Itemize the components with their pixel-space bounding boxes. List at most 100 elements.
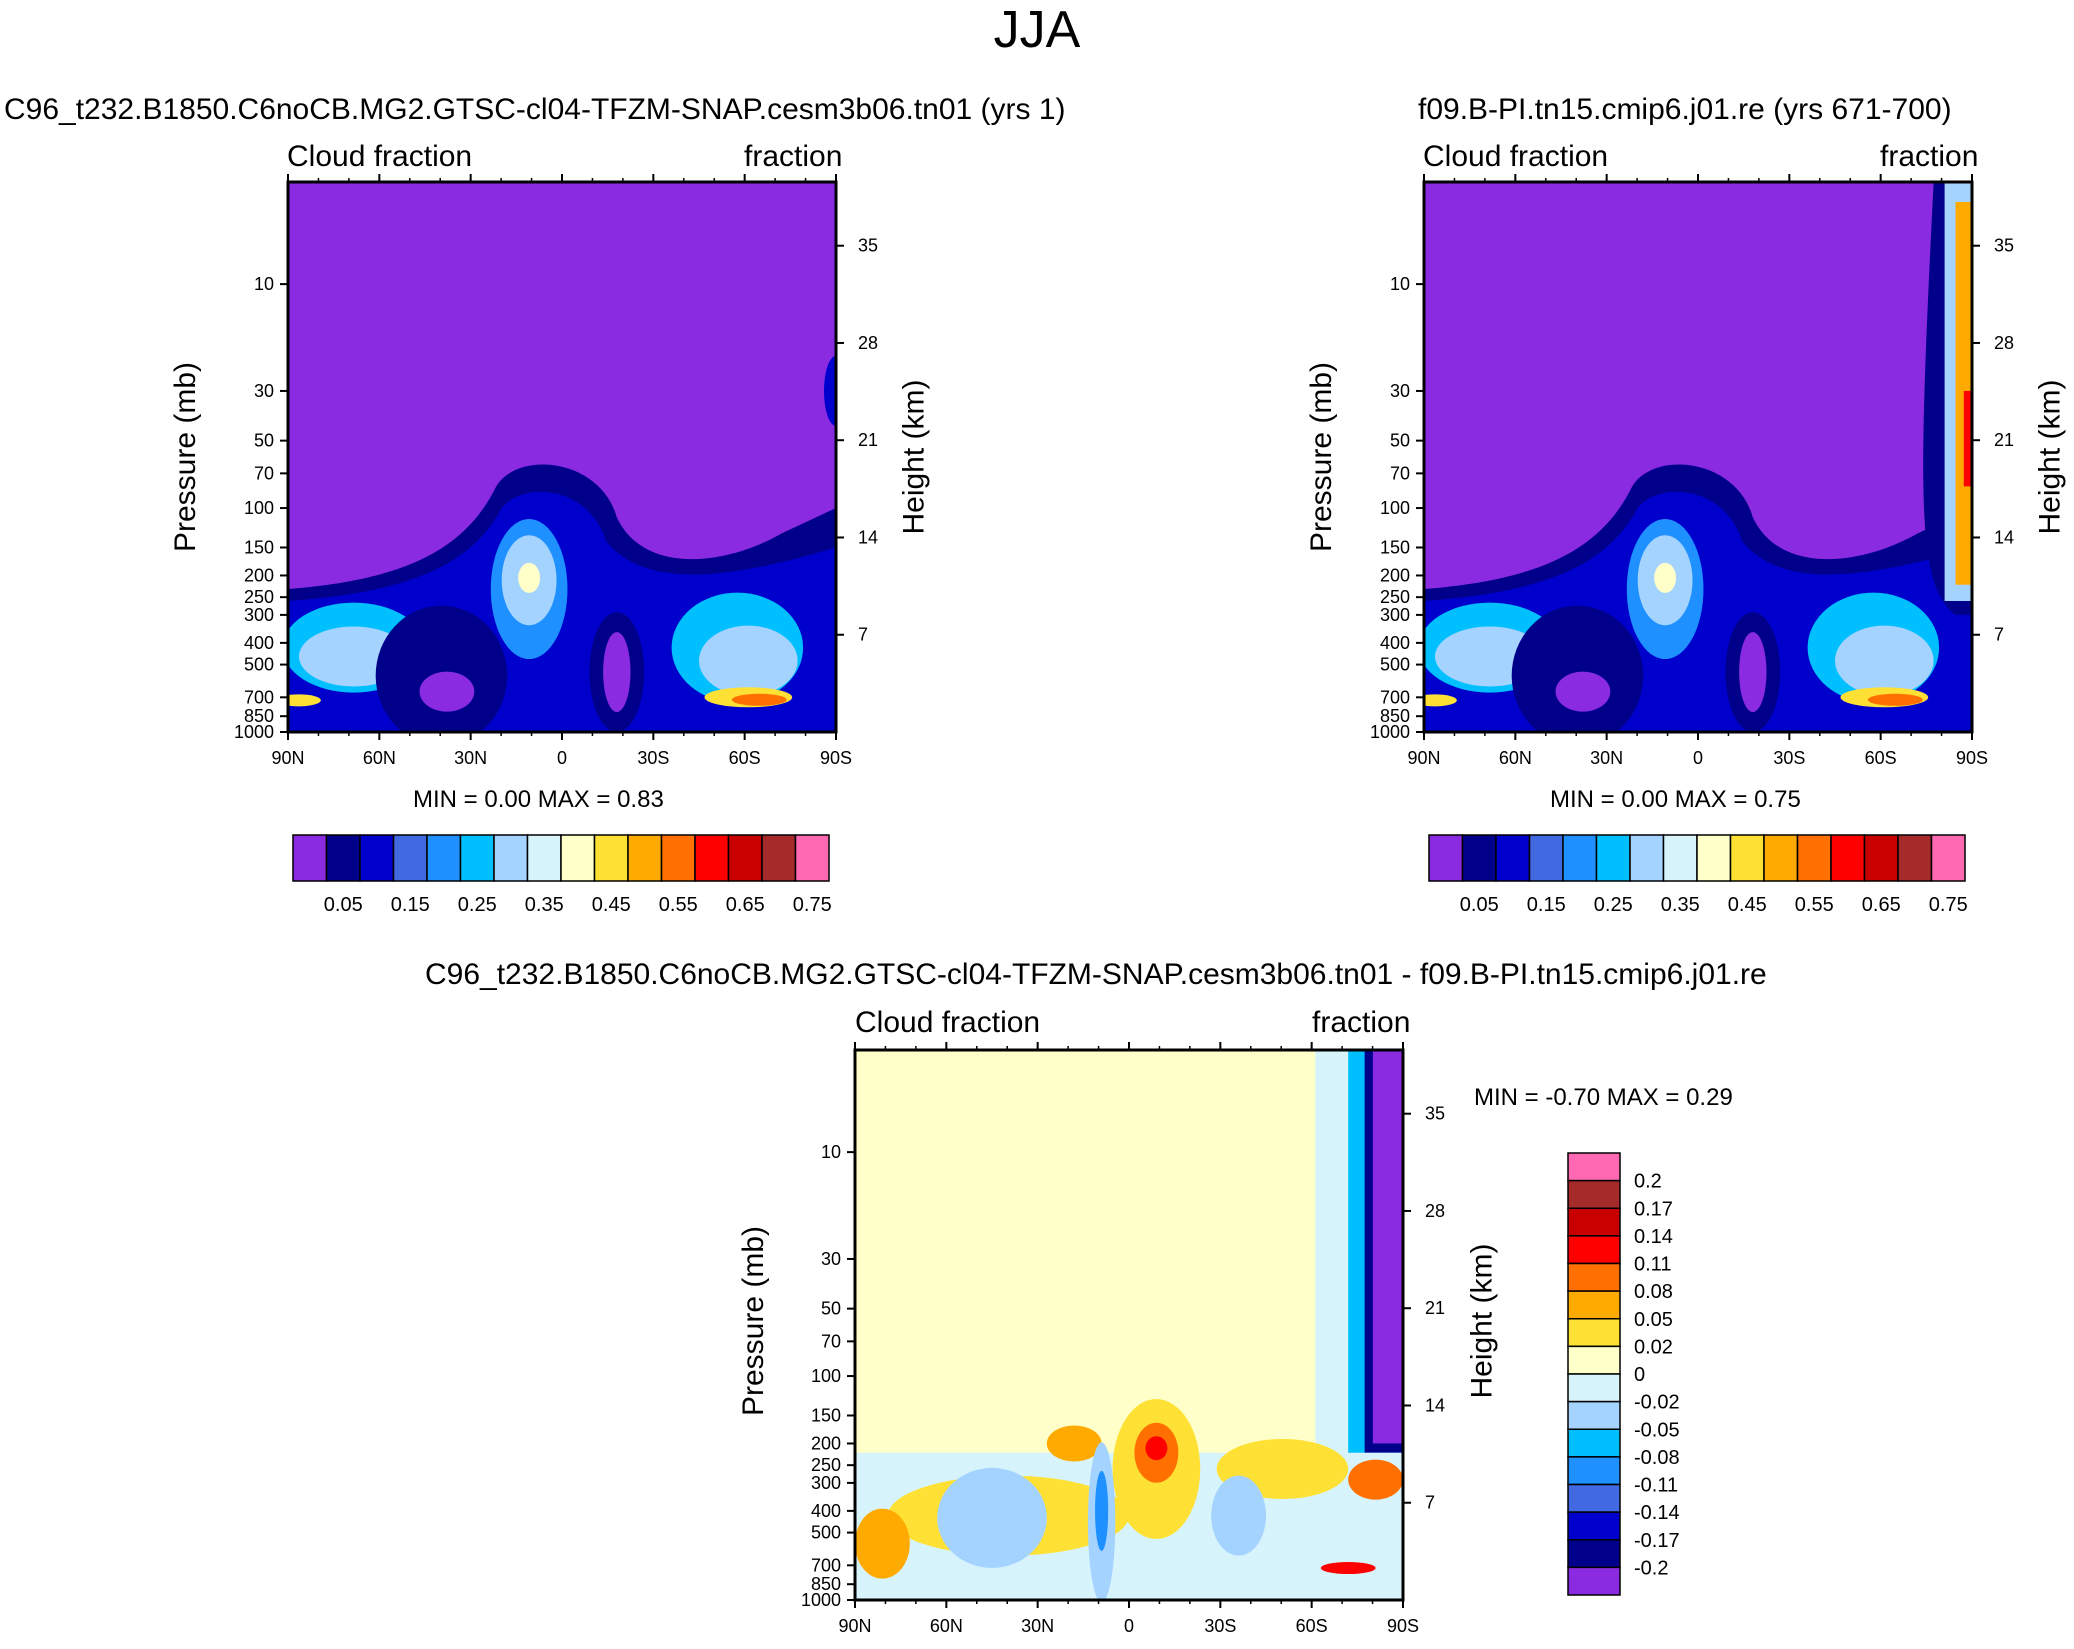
x-tick-label: 60N <box>930 1616 963 1636</box>
colorbar-box <box>1830 834 1866 882</box>
figure-title: JJA <box>993 1 1081 59</box>
panel-title-diff: C96_t232.B1850.C6noCB.MG2.GTSC-cl04-TFZM… <box>425 958 1767 991</box>
y-tick-label: 250 <box>811 1455 841 1475</box>
y-right-tick-label: 35 <box>1994 236 2014 256</box>
top-right-label-test: fraction <box>744 140 843 173</box>
y-tick-label: 30 <box>1390 381 1410 401</box>
y-right-tick-label: 28 <box>1425 1201 1445 1221</box>
y-tick-label: 300 <box>1380 605 1410 625</box>
y-tick-label: 200 <box>1380 565 1410 585</box>
colorbar-label: 0.17 <box>1634 1198 1673 1220</box>
colorbar-box <box>1595 834 1631 882</box>
colorbar-label: 0.65 <box>726 894 765 916</box>
colorbar-box <box>727 834 763 882</box>
colorbar-label: 0.25 <box>458 894 497 916</box>
colorbar-box <box>1567 1207 1621 1237</box>
minmax-ctrl: MIN = 0.00 MAX = 0.75 <box>1550 786 1801 813</box>
x-tick-label: 30S <box>637 748 669 768</box>
y-right-tick-label: 7 <box>858 625 868 645</box>
colorbar-label: -0.05 <box>1634 1419 1680 1441</box>
colorbar-label: 0.75 <box>1929 894 1968 916</box>
y-tick-label: 50 <box>821 1299 841 1319</box>
y-right-tick-label: 14 <box>858 527 878 547</box>
colorbar-box <box>1567 1428 1621 1458</box>
y-tick-label: 30 <box>821 1249 841 1269</box>
cloud-subtrop-nh <box>1511 605 1644 732</box>
colorbar-label: 0 <box>1634 1364 1645 1386</box>
colorbar-label: -0.11 <box>1634 1475 1678 1497</box>
x-tick-label: 30S <box>1773 748 1805 768</box>
y-tick-label: 150 <box>244 537 274 557</box>
diff-pos-nh-upper <box>1046 1425 1102 1462</box>
colorbar-box <box>1567 1400 1621 1430</box>
field-test <box>288 182 836 732</box>
colorbar-label: 0.55 <box>1795 894 1834 916</box>
colorbar-label: 0.2 <box>1634 1171 1662 1193</box>
y-tick-label: 1000 <box>1370 722 1410 742</box>
y-tick-label: 700 <box>1380 687 1410 707</box>
y-right-tick-label: 28 <box>858 333 878 353</box>
diff-neg-eq-core <box>1095 1470 1109 1551</box>
x-tick-label: 90S <box>820 748 852 768</box>
colorbar-label: 0.75 <box>793 894 832 916</box>
diff-pos-low-sh <box>1320 1562 1376 1575</box>
colorbar-box <box>1930 834 1966 882</box>
x-tick-label: 30N <box>1590 748 1623 768</box>
top-left-label-ctrl: Cloud fraction <box>1423 140 1609 173</box>
cloud-low-nh <box>1424 694 1457 707</box>
cloud-itcz-peak <box>518 562 541 593</box>
colorbar-label: 0.35 <box>1661 894 1700 916</box>
colorbar-box <box>1897 834 1933 882</box>
colorbar-box <box>459 834 495 882</box>
colorbar-box <box>1567 1483 1621 1513</box>
colorbar-label: 0.25 <box>1594 894 1633 916</box>
y-tick-label: 300 <box>244 605 274 625</box>
x-tick-label: 90S <box>1387 1616 1419 1636</box>
x-tick-label: 30S <box>1204 1616 1236 1636</box>
top-right-label-diff: fraction <box>1312 1006 1411 1039</box>
x-tick-label: 90N <box>271 748 304 768</box>
cloud-low-nh <box>288 694 321 707</box>
y-tick-label: 30 <box>254 381 274 401</box>
colorbar-box <box>426 834 462 882</box>
y-right-tick-label: 21 <box>858 430 878 450</box>
psc-small <box>824 355 836 426</box>
colorbar-box <box>1428 834 1464 882</box>
colorbar-box <box>526 834 562 882</box>
colorbar-label: 0.11 <box>1634 1254 1671 1276</box>
y-tick-label: 10 <box>1390 274 1410 294</box>
y-tick-label: 70 <box>821 1331 841 1351</box>
colorbar-label: -0.2 <box>1634 1557 1668 1579</box>
cloud-low-sh-core <box>1867 693 1923 706</box>
colorbar-box <box>761 834 797 882</box>
x-tick-label: 60S <box>729 748 761 768</box>
y-tick-label: 100 <box>811 1366 841 1386</box>
y-tick-label: 50 <box>1390 431 1410 451</box>
colorbar-box <box>1567 1262 1621 1292</box>
x-tick-label: 90N <box>1407 748 1440 768</box>
x-tick-label: 60S <box>1865 748 1897 768</box>
colorbar-box <box>1567 1152 1621 1182</box>
colorbar-label: 0.05 <box>1460 894 1499 916</box>
x-tick-label: 0 <box>1693 748 1703 768</box>
field-diff <box>855 1050 1403 1600</box>
colorbar-box <box>1562 834 1598 882</box>
colorbar-label: -0.17 <box>1634 1530 1680 1552</box>
y-tick-label: 10 <box>254 274 274 294</box>
colorbar-box <box>1461 834 1497 882</box>
y-tick-label: 400 <box>244 633 274 653</box>
colorbar-label: 0.02 <box>1634 1336 1673 1358</box>
minmax-test: MIN = 0.00 MAX = 0.83 <box>413 786 664 813</box>
cloud-subtrop-nh <box>375 605 508 732</box>
colorbar-box <box>660 834 696 882</box>
colorbar-box <box>392 834 428 882</box>
cloud-itcz-peak <box>1654 562 1677 593</box>
cloud-subtrop-sh-core <box>603 632 631 713</box>
cloud-high-sh-core <box>699 625 798 696</box>
y-tick-label: 400 <box>1380 633 1410 653</box>
colorbar-box <box>1863 834 1899 882</box>
x-tick-label: 30N <box>454 748 487 768</box>
colorbar-box <box>1495 834 1531 882</box>
cloud-subtrop-nh-core <box>1555 671 1611 712</box>
